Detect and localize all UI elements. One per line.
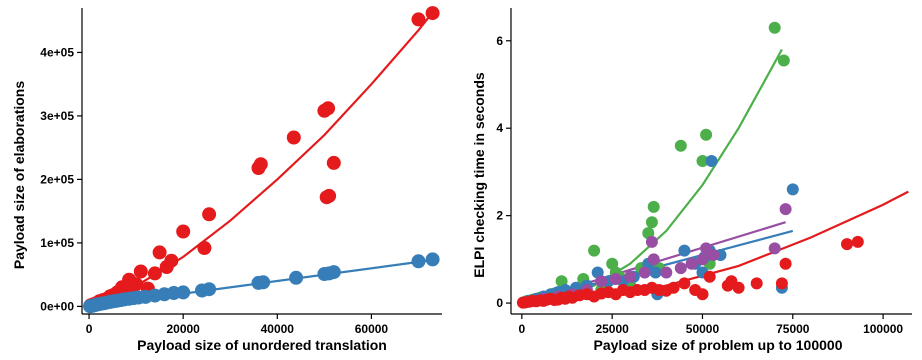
left-point-series-0 — [326, 155, 341, 170]
right-point-series-2 — [609, 273, 622, 285]
left-point-series-0 — [253, 157, 268, 172]
left-point-series-0 — [133, 264, 148, 279]
right-point-series-0 — [777, 54, 790, 67]
right-point-series-3 — [732, 281, 745, 294]
right-y-tick-label: 2 — [496, 209, 503, 223]
left-point-series-1 — [326, 265, 341, 280]
right-point-series-2 — [624, 270, 637, 283]
left-point-series-0 — [152, 245, 167, 260]
left-point-series-0 — [321, 101, 336, 116]
left-point-series-0 — [411, 12, 426, 27]
right-y-tick-label: 4 — [496, 121, 503, 135]
left-point-series-0 — [147, 266, 162, 281]
left-point-series-0 — [164, 253, 179, 268]
right-point-series-3 — [678, 277, 691, 290]
right-point-series-2 — [647, 253, 660, 266]
right-point-series-2 — [768, 242, 781, 255]
right-point-series-2 — [645, 235, 658, 248]
right-y-tick-label: 6 — [496, 34, 503, 48]
right-point-series-2 — [779, 203, 792, 216]
left-point-series-0 — [176, 224, 191, 239]
right-point-series-2 — [638, 266, 651, 279]
right-point-series-3 — [667, 281, 680, 294]
right-point-series-0 — [700, 128, 713, 141]
right-point-series-3 — [775, 277, 788, 290]
right-point-series-3 — [703, 270, 716, 283]
left-y-tick-label: 2e+05 — [40, 172, 74, 186]
left-point-series-0 — [322, 188, 337, 203]
right-x-tick-label: 0 — [518, 322, 525, 336]
right-y-axis-title: ELPI checking time in seconds — [471, 72, 487, 278]
left-point-series-0 — [425, 6, 440, 21]
right-data-points — [516, 21, 864, 309]
left-data-points — [83, 6, 440, 314]
right-point-series-0 — [588, 244, 601, 257]
left-point-series-1 — [202, 282, 217, 297]
left-point-series-1 — [256, 275, 271, 290]
left-point-series-0 — [286, 130, 301, 145]
right-x-tick-label: 100000 — [863, 322, 903, 336]
right-axes: 0 25000 50000 75000 100000 0 2 4 6 — [496, 8, 912, 336]
right-point-series-2 — [685, 257, 698, 270]
right-point-series-2 — [660, 266, 673, 279]
left-x-tick-label: 20000 — [166, 322, 200, 336]
right-point-series-0 — [645, 216, 658, 229]
right-point-series-3 — [851, 235, 864, 248]
right-point-series-2 — [707, 249, 720, 261]
right-point-series-0 — [647, 200, 660, 213]
right-point-series-1 — [649, 266, 662, 279]
right-point-series-0 — [696, 155, 709, 167]
right-x-tick-label: 25000 — [595, 322, 629, 336]
right-y-tick-label: 0 — [496, 296, 503, 310]
left-scatter-panel: Payload size of elaborations Payload siz… — [11, 6, 442, 353]
left-point-series-0 — [197, 241, 212, 255]
left-point-series-0 — [202, 207, 217, 222]
right-point-series-2 — [696, 253, 709, 266]
right-x-axis-title: Payload size of problem up to 100000 — [594, 337, 843, 353]
left-point-series-1 — [176, 285, 191, 300]
right-x-tick-label: 75000 — [776, 322, 810, 336]
right-point-series-2 — [595, 275, 608, 288]
right-x-tick-label: 50000 — [686, 322, 720, 336]
left-point-series-1 — [425, 252, 440, 267]
right-point-series-3 — [750, 277, 763, 290]
left-y-tick-label: 4e+05 — [40, 45, 74, 59]
left-y-tick-label: 0e+00 — [40, 299, 74, 313]
right-point-series-3 — [779, 257, 792, 270]
right-point-series-1 — [678, 244, 691, 257]
right-scatter-panel: ELPI checking time in seconds Payload si… — [471, 8, 912, 353]
left-point-series-1 — [411, 254, 426, 269]
left-point-series-1 — [289, 270, 304, 285]
left-axes: 0 20000 40000 60000 0e+00 1e+05 2e+05 3e+05 4e+0… — [40, 8, 442, 336]
right-point-series-1 — [786, 183, 799, 196]
left-y-tick-label: 3e+05 — [40, 109, 74, 123]
left-x-tick-label: 40000 — [261, 322, 295, 336]
left-x-tick-label: 0 — [86, 322, 93, 336]
left-x-tick-label: 60000 — [355, 322, 389, 336]
right-point-series-1 — [705, 155, 718, 167]
left-x-axis-title: Payload size of unordered translation — [137, 337, 387, 353]
right-point-series-3 — [841, 238, 853, 251]
right-point-series-2 — [674, 262, 687, 275]
left-y-tick-label: 1e+05 — [40, 236, 74, 250]
right-point-series-3 — [696, 288, 709, 301]
right-point-series-0 — [674, 139, 687, 152]
right-point-series-0 — [768, 21, 781, 34]
left-point-series-0 — [129, 277, 144, 292]
left-y-axis-title: Payload size of elaborations — [11, 81, 27, 269]
